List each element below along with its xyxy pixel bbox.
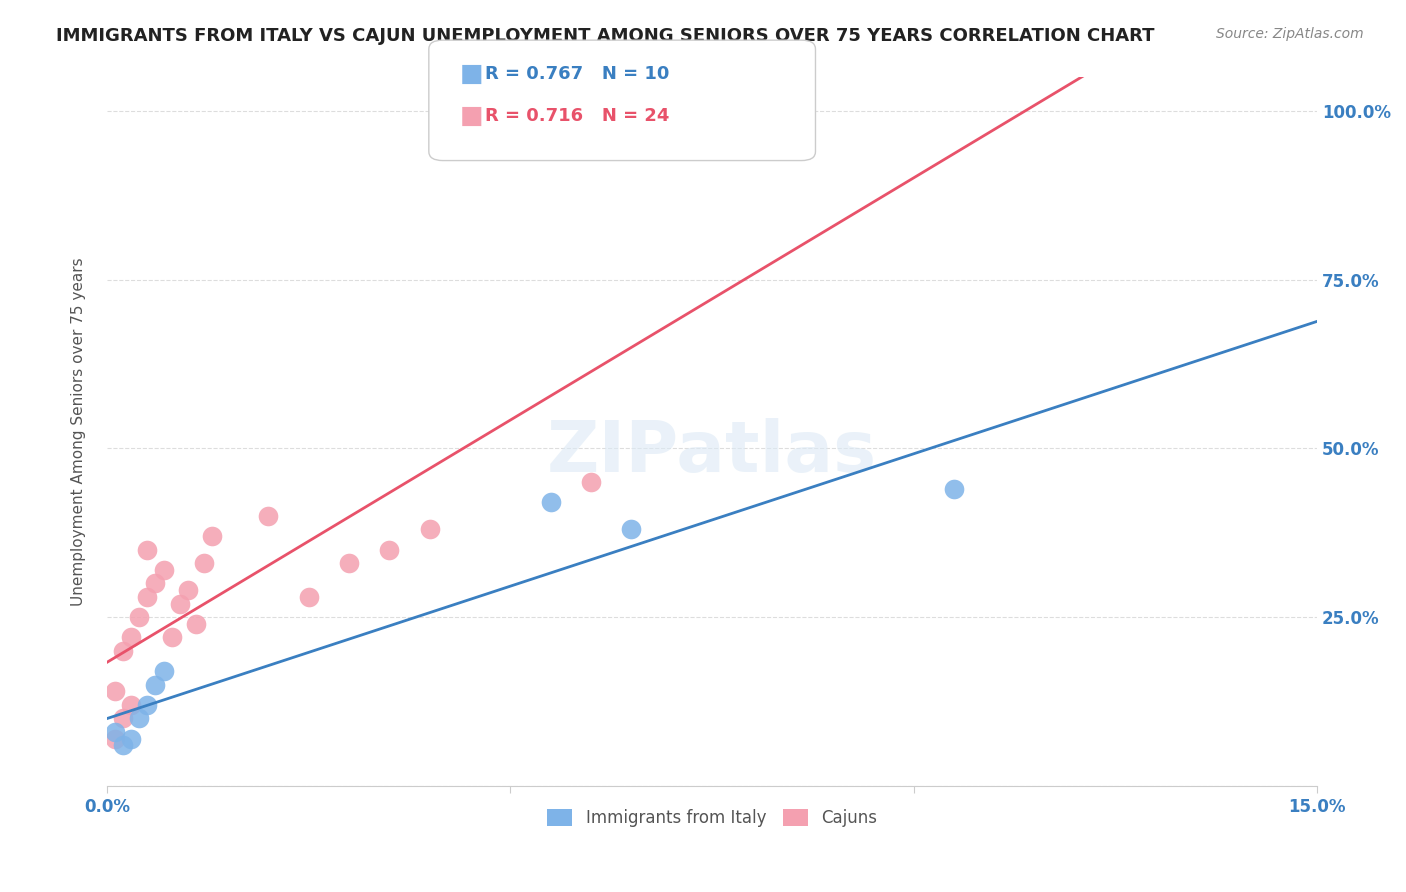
Point (184, 616, 207, 631)
Point (169, 597, 191, 611)
Point (943, 482, 966, 496)
Point (540, 495, 562, 509)
Point (579, 475, 602, 490)
Point (152, 563, 174, 577)
Y-axis label: Unemployment Among Seniors over 75 years: Unemployment Among Seniors over 75 years (72, 257, 86, 606)
Text: ■: ■ (460, 62, 484, 86)
Point (177, 583, 200, 598)
Point (136, 590, 159, 604)
Point (120, 731, 142, 746)
Point (298, 590, 321, 604)
Point (378, 542, 401, 557)
Point (112, 739, 135, 753)
Point (337, 556, 360, 570)
Point (741, 137, 763, 152)
Point (620, 523, 643, 537)
Point (193, 556, 215, 570)
Text: IMMIGRANTS FROM ITALY VS CAJUN UNEMPLOYMENT AMONG SENIORS OVER 75 YEARS CORRELAT: IMMIGRANTS FROM ITALY VS CAJUN UNEMPLOYM… (56, 27, 1154, 45)
Point (201, 529, 224, 543)
Point (257, 508, 280, 523)
Point (120, 631, 142, 645)
Text: ZIPatlas: ZIPatlas (547, 418, 877, 487)
Text: Source: ZipAtlas.com: Source: ZipAtlas.com (1216, 27, 1364, 41)
Point (152, 664, 174, 678)
Point (136, 542, 159, 557)
Point (160, 631, 183, 645)
Point (419, 523, 441, 537)
Point (128, 711, 150, 725)
Point (120, 698, 142, 712)
Point (112, 644, 135, 658)
Point (128, 610, 150, 624)
Point (104, 724, 127, 739)
Point (136, 698, 159, 712)
Point (104, 731, 127, 746)
Point (112, 711, 135, 725)
Point (104, 684, 127, 698)
Point (145, 576, 167, 591)
Text: R = 0.767   N = 10: R = 0.767 N = 10 (485, 65, 669, 83)
Text: R = 0.716   N = 24: R = 0.716 N = 24 (485, 107, 669, 125)
Point (145, 677, 167, 691)
Legend: Immigrants from Italy, Cajuns: Immigrants from Italy, Cajuns (540, 803, 884, 834)
Text: ■: ■ (460, 104, 484, 128)
